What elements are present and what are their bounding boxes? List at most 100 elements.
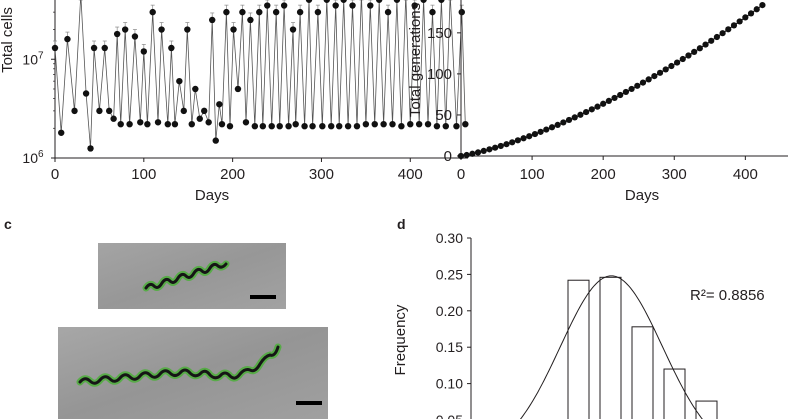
panel-a-data-point <box>205 119 212 126</box>
panel-a-data-point <box>309 122 316 130</box>
panel-b-data-point <box>668 62 675 70</box>
panel-b-data-point <box>742 14 749 21</box>
panel-a-data-point <box>420 0 427 3</box>
panel-d-y-tick-label: 0.20 <box>436 303 463 319</box>
panel-b-data-point <box>651 73 658 80</box>
panel-b-data-point <box>725 26 732 33</box>
panel-a-data-point <box>272 8 280 16</box>
panel-b-data-point <box>691 48 698 55</box>
panel-b-data-point <box>554 121 561 128</box>
panel-a-data-point <box>292 120 299 128</box>
panel-b-data-point <box>605 97 612 105</box>
panel-b-data-point <box>617 91 624 99</box>
panel-a-data-point <box>323 0 330 3</box>
panel-b-data-point <box>537 128 544 135</box>
panel-a-x-tick-label: 400 <box>398 166 423 183</box>
panel-a-x-tick-label: 0 <box>51 166 59 183</box>
panel-c-letter: c <box>4 216 12 232</box>
panel-a-data-point <box>164 120 171 128</box>
panel-b-data-point <box>588 106 595 113</box>
panel-b-data-point <box>463 151 470 159</box>
panel-b-data-point <box>531 130 539 138</box>
panel-a-data-point <box>176 77 183 85</box>
panel-a-data-point <box>239 8 246 16</box>
panel-a-data-point <box>389 120 396 128</box>
panel-a-data-point <box>415 120 423 128</box>
panel-d-r-squared-annotation: R²= 0.8856 <box>690 287 765 304</box>
panel-a-data-point <box>296 8 304 16</box>
panel-a-y-tick-label: 107 <box>22 50 44 67</box>
panel-d-histogram-bar <box>631 326 654 419</box>
panel-a-data-point <box>209 16 216 24</box>
panel-a-data-point <box>289 26 297 33</box>
panel-b-data-point <box>514 137 521 144</box>
panel-a-x-tick-label: 100 <box>131 166 156 183</box>
panel-d-gaussian-fit-curve <box>519 275 703 419</box>
panel-b-data-point <box>696 45 703 52</box>
panel-a-data-point <box>280 2 288 9</box>
panel-b-data-point <box>486 146 493 153</box>
panel-a-data-point <box>453 122 460 130</box>
panel-a-data-point <box>433 122 441 130</box>
panel-b-data-point <box>469 150 476 157</box>
panel-a-data-point <box>375 0 383 3</box>
panel-a-data-point <box>429 8 436 16</box>
panel-a-data-point <box>137 119 144 126</box>
panel-a-data-point <box>188 120 195 128</box>
panel-a-data-point <box>371 120 378 128</box>
panel-d-y-tick-label: 0.05 <box>436 412 463 419</box>
panel-b-data-point <box>583 108 590 116</box>
panel-b-data-point <box>509 139 516 146</box>
panel-b-data-point <box>594 103 601 110</box>
panel-a-data-point <box>90 44 98 52</box>
panel-d-histogram-bar <box>599 276 622 419</box>
panel-a-data-point <box>64 35 71 43</box>
panel-a-data-point <box>171 120 179 128</box>
panel-d-y-tick-label: 0.30 <box>436 230 463 246</box>
panel-d-histogram-bar <box>567 279 590 419</box>
panel-b-x-tick-label: 300 <box>662 166 687 183</box>
panel-b-data-point <box>634 82 641 89</box>
panel-a-data-point <box>336 122 343 130</box>
panel-b-x-label: Days <box>625 187 659 204</box>
panel-b-data-point <box>679 55 686 63</box>
panel-a-data-point <box>212 137 219 144</box>
panel-a-data-point <box>314 8 322 16</box>
panel-a-data-point <box>180 107 187 115</box>
panel-a-data-point <box>113 30 121 38</box>
panel-a-data-point <box>285 122 292 130</box>
panel-a-data-point <box>407 120 414 128</box>
panel-a-y-label: Total cells <box>0 7 16 73</box>
panel-a-data-point <box>149 8 156 16</box>
panel-b-y-tick-label: 0 <box>444 148 452 165</box>
panel-d-histogram-bar <box>695 400 718 419</box>
panel-a-data-point <box>168 44 175 52</box>
panel-a-total-cells-chart: 0 100 200 300 400 106 107 Total cells Days <box>0 0 469 204</box>
panel-b-data-point <box>639 79 647 86</box>
panel-b-x-tick-label: 400 <box>733 166 758 183</box>
panel-a-data-point <box>158 26 165 33</box>
panel-b-data-point <box>520 135 527 142</box>
panel-b-y-label: Total generations <box>407 3 424 117</box>
panel-a-data-point <box>184 26 191 33</box>
panel-d-letter: d <box>397 216 406 232</box>
panel-a-data-point <box>398 122 405 130</box>
panel-a-data-point <box>458 8 465 16</box>
panel-a-data-point <box>256 8 263 16</box>
micrograph-bottom-image <box>58 327 328 419</box>
panel-a-series-line <box>54 0 466 149</box>
panel-a-data-point <box>223 8 230 16</box>
panel-b-series-line <box>460 4 763 157</box>
panel-b-data-point <box>753 6 760 13</box>
panel-a-data-point <box>87 145 94 152</box>
panel-a-data-point <box>344 122 352 130</box>
panel-a-data-point <box>101 44 108 52</box>
panel-b-data-point <box>565 116 573 124</box>
panel-a-data-point <box>144 120 151 128</box>
panel-a-data-point <box>234 85 242 93</box>
micrograph-top-image <box>98 243 286 309</box>
panel-b-data-point <box>645 76 652 83</box>
panel-b-y-tick-label: 100 <box>427 66 452 83</box>
panel-a-y-tick-label: 106 <box>22 149 44 166</box>
panel-a-x-label: Days <box>195 187 229 204</box>
